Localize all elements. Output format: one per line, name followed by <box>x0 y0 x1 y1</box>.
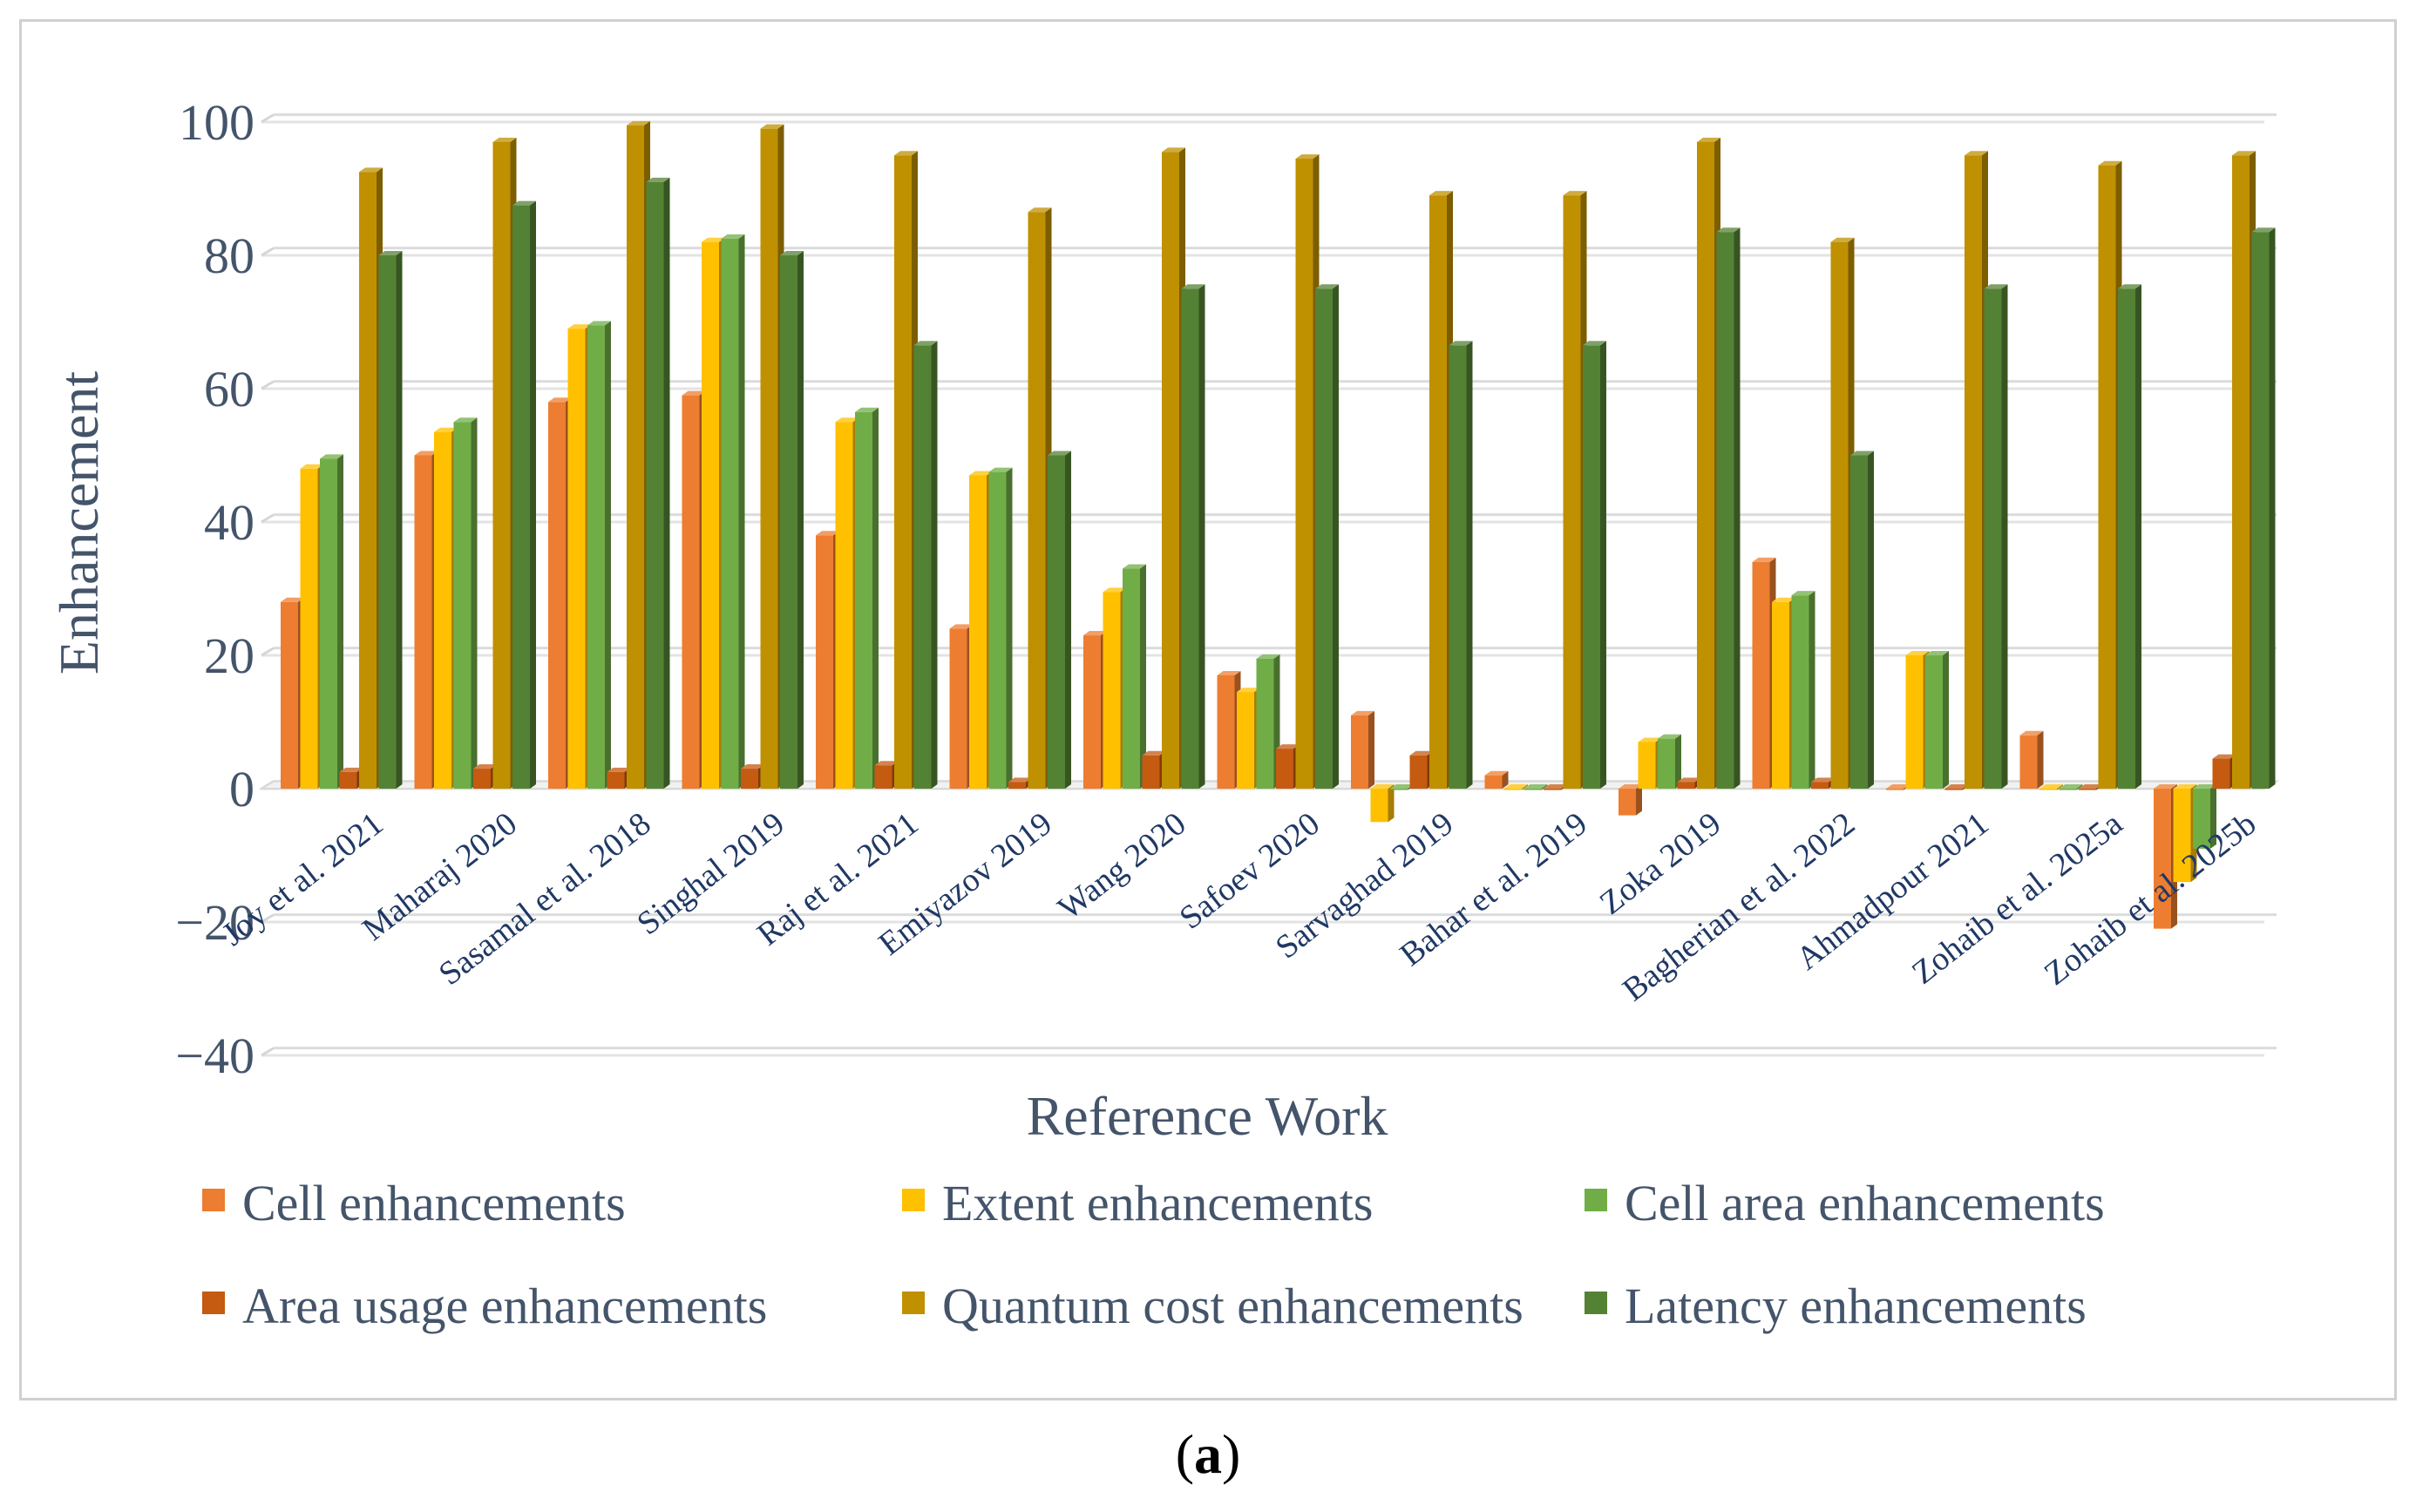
bar <box>1504 784 1528 790</box>
legend-label: Area usage enhancements <box>242 1278 767 1334</box>
gridline <box>261 380 275 390</box>
bar <box>1351 710 1374 789</box>
x-tick-label: Bagherian et al. 2022 <box>1616 805 1862 1008</box>
bar <box>1658 734 1681 789</box>
bar <box>1791 591 1815 789</box>
legend-swatch <box>902 1292 925 1314</box>
legend: Cell enhancements Extent enhancements Cell… <box>202 1175 2105 1334</box>
y-tick-label: 40 <box>204 494 254 551</box>
bar <box>2059 784 2083 790</box>
bar <box>780 251 804 789</box>
gridline <box>261 247 275 257</box>
bar <box>1524 784 1548 790</box>
bar <box>855 407 879 789</box>
bar <box>1925 651 1949 789</box>
gridline <box>261 913 275 924</box>
bar <box>378 251 403 789</box>
legend-label: Extent enhancements <box>942 1175 1373 1231</box>
y-tick-label: 80 <box>204 227 254 284</box>
bar <box>2039 784 2063 790</box>
y-tick-label: −20 <box>175 894 254 951</box>
bar <box>512 200 536 789</box>
bar <box>1123 564 1146 789</box>
legend-item: Extent enhancements <box>902 1175 1373 1231</box>
caption-label: a <box>1194 1423 1222 1485</box>
legend-swatch <box>202 1189 225 1211</box>
y-axis-title: Enhancement <box>48 371 110 675</box>
x-tick-label: Zoka 2019 <box>1593 805 1728 922</box>
bar <box>1850 451 1874 789</box>
legend-label: Cell area enhancements <box>1625 1175 2105 1231</box>
y-tick-label: 60 <box>204 361 254 417</box>
bar <box>1449 341 1473 789</box>
bar <box>1716 227 1741 790</box>
y-tick-label: 0 <box>229 761 254 817</box>
bar <box>2019 730 2044 789</box>
bar <box>1583 341 1606 789</box>
gridline <box>261 1047 275 1057</box>
gridline <box>261 647 275 657</box>
gridline <box>261 113 275 124</box>
legend-item: Area usage enhancements <box>202 1278 767 1334</box>
legend-label: Latency enhancements <box>1625 1278 2087 1334</box>
bar <box>320 454 343 789</box>
legend-label: Cell enhancements <box>242 1175 626 1231</box>
bar <box>1619 784 1642 816</box>
bar <box>587 321 611 789</box>
legend-item: Latency enhancements <box>1585 1278 2087 1334</box>
x-axis-title: Reference Work <box>1027 1085 1388 1147</box>
bar <box>2118 284 2141 789</box>
bar <box>1315 284 1339 789</box>
legend-swatch <box>202 1292 225 1314</box>
bar <box>453 417 478 789</box>
legend-item: Cell enhancements <box>202 1175 626 1231</box>
bar <box>2251 227 2276 790</box>
bar <box>646 177 670 790</box>
y-tick-label: 100 <box>179 94 254 151</box>
bar <box>2212 754 2236 789</box>
bar <box>1984 284 2008 789</box>
bar <box>339 767 363 789</box>
legend-swatch <box>902 1189 925 1211</box>
y-tick-label: −40 <box>175 1027 254 1084</box>
legend-item: Cell area enhancements <box>1585 1175 2105 1231</box>
bar <box>1181 284 1205 789</box>
bar <box>913 341 938 789</box>
bar <box>1484 770 1509 789</box>
bar <box>988 467 1013 789</box>
gridline <box>261 513 275 524</box>
x-tick-label: Wang 2020 <box>1051 805 1192 927</box>
bar <box>1048 451 1071 789</box>
legend-swatch <box>1585 1189 1607 1211</box>
legend-item: Quantum cost enhancements <box>902 1278 1524 1334</box>
bar <box>1370 784 1395 823</box>
legend-label: Quantum cost enhancements <box>942 1278 1524 1334</box>
legend-swatch <box>1585 1292 1607 1314</box>
bar <box>2193 784 2216 849</box>
y-tick-label: 20 <box>204 627 254 684</box>
figure-caption: (a) <box>1175 1423 1241 1485</box>
bar <box>721 234 745 789</box>
